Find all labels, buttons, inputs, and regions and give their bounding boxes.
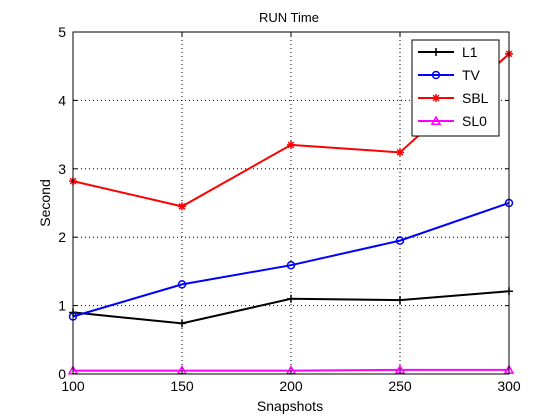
data-point (396, 148, 404, 157)
grid-lines (73, 32, 509, 374)
series-layer (67, 49, 515, 375)
y-axis-label: Second (37, 179, 53, 226)
chart-title: RUN Time (259, 10, 319, 25)
data-point (178, 319, 186, 328)
legend-item: SL0 (418, 113, 487, 129)
y-tick-label: 4 (58, 92, 66, 108)
y-tick-label: 5 (58, 24, 66, 40)
series-l1 (69, 287, 513, 328)
x-tick-label: 200 (279, 378, 303, 394)
y-tick-label: 2 (58, 229, 66, 245)
data-point (287, 294, 295, 303)
data-point (177, 280, 187, 289)
y-tick-label: 1 (58, 298, 66, 314)
series-line (72, 202, 510, 318)
legend-label: TV (462, 67, 481, 83)
legend: L1 TV SBL SL0 (411, 39, 500, 137)
y-tick-label: 3 (58, 161, 66, 177)
x-tick-label: 300 (497, 378, 521, 394)
legend-item: L1 (418, 44, 478, 60)
legend-label: SBL (462, 90, 489, 106)
data-point (395, 236, 405, 245)
legend-item: TV (418, 67, 481, 83)
data-point (396, 296, 404, 305)
legend-marker (432, 48, 440, 56)
y-tick-label: 0 (58, 366, 66, 382)
x-tick-label: 150 (170, 378, 194, 394)
legend-marker (432, 94, 440, 102)
x-tick-label: 250 (388, 378, 412, 394)
data-point (178, 202, 186, 211)
legend-marker (431, 70, 441, 80)
axis-ticks: 100 150 200 250 300 0 1 2 3 4 5 (58, 24, 521, 394)
legend-label: SL0 (462, 113, 487, 129)
data-point (286, 260, 296, 270)
data-point (287, 140, 295, 149)
x-axis-label: Snapshots (257, 398, 323, 414)
legend-label: L1 (462, 44, 478, 60)
x-tick-label: 100 (61, 378, 85, 394)
legend-item: SBL (418, 90, 489, 106)
legend-marker (430, 115, 442, 125)
